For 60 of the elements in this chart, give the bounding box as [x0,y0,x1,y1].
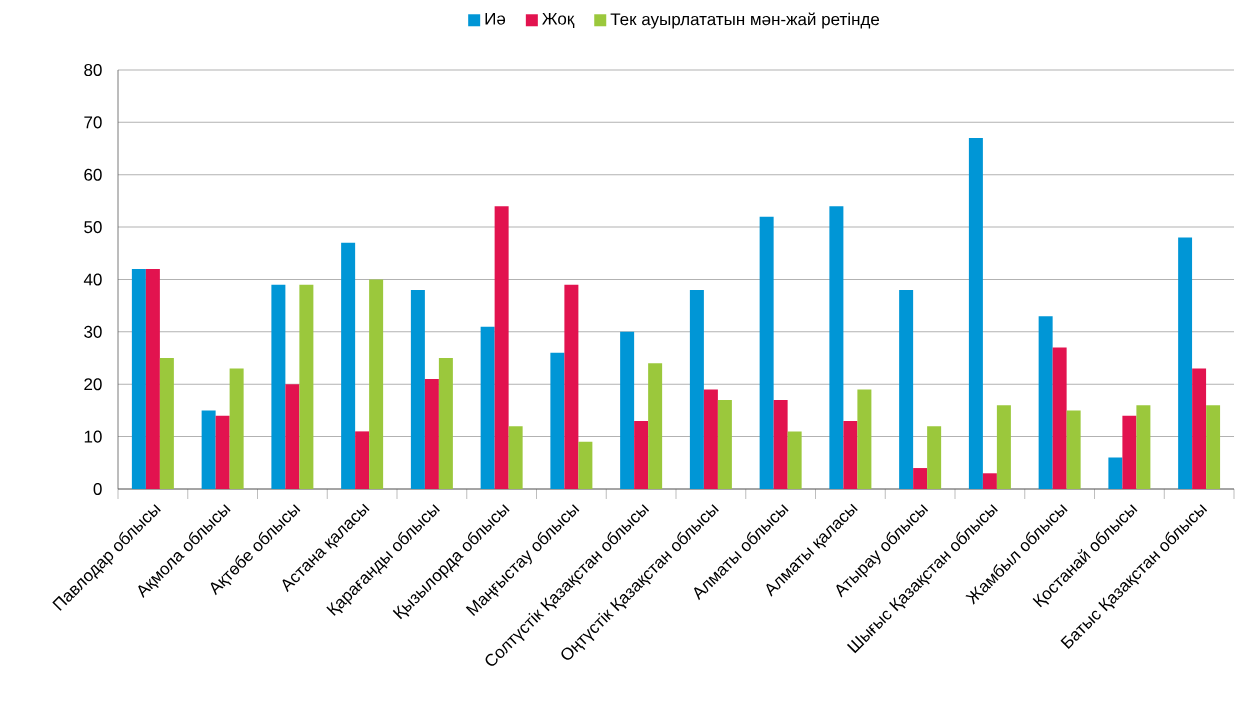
y-tick-label: 60 [84,168,102,181]
bar [648,363,663,489]
bar [968,138,983,489]
bar [996,405,1011,489]
bar [717,399,732,489]
y-tick-label: 20 [84,378,102,391]
bar [620,331,635,489]
bar [913,468,928,489]
y-tick-label: 70 [84,116,102,129]
legend-label: Тек ауырлататын мән-жай ретінде [610,12,880,29]
bar [550,352,565,489]
bar [271,284,286,489]
bar [927,426,942,489]
bar [564,284,579,489]
bar [480,326,495,489]
bar [410,289,425,489]
bar [982,473,997,489]
bar [1136,405,1151,489]
bar [1192,368,1207,489]
bar [689,289,704,489]
bar [829,206,844,489]
legend-label: Иә [485,12,506,25]
bar [1052,347,1067,489]
bar [759,216,774,489]
bar [1206,405,1221,489]
bar [899,289,914,489]
bar [578,441,593,489]
bar [787,431,802,489]
y-tick-label: 0 [93,482,102,496]
bar [369,279,384,489]
legend-label: Жоқ [542,12,575,28]
bar [857,389,872,489]
bar [438,358,453,489]
bar [229,368,244,489]
bar [508,426,523,489]
bar [1122,415,1137,489]
y-tick-label: 50 [84,221,102,234]
bar [299,284,314,489]
bar [131,269,146,489]
bar [494,206,509,489]
bar [1178,237,1193,489]
bar [215,415,230,489]
bar [355,431,370,489]
bar [634,420,649,489]
bar [703,389,718,489]
bar [201,410,216,489]
bar [145,269,160,489]
y-tick-label: 10 [84,430,102,443]
bar [424,379,439,489]
bar [159,358,174,489]
bar [285,384,300,489]
bar [1066,410,1081,489]
y-tick-label: 40 [83,273,102,286]
bar [843,420,858,489]
bar [773,399,788,489]
bar [1108,457,1123,489]
bar [1038,316,1053,489]
y-tick-label: 30 [84,325,102,338]
bar [341,242,356,489]
y-tick-label: 80 [84,63,102,77]
